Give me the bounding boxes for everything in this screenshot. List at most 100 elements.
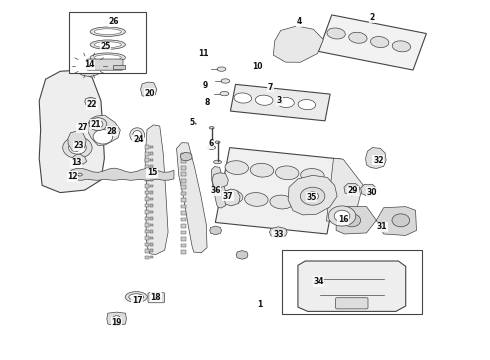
- Circle shape: [69, 141, 86, 154]
- Bar: [181, 244, 186, 247]
- Polygon shape: [230, 84, 330, 121]
- Bar: [150, 211, 153, 213]
- Text: 6: 6: [208, 139, 213, 148]
- Ellipse shape: [130, 128, 145, 142]
- Bar: [145, 249, 149, 253]
- Bar: [181, 224, 186, 228]
- Polygon shape: [39, 70, 104, 193]
- Text: 14: 14: [84, 60, 95, 69]
- Bar: [181, 185, 186, 189]
- Bar: [145, 230, 149, 233]
- Text: 19: 19: [111, 318, 122, 327]
- Polygon shape: [180, 152, 192, 161]
- Ellipse shape: [295, 198, 319, 212]
- Circle shape: [300, 187, 325, 205]
- Ellipse shape: [125, 292, 147, 302]
- Bar: [150, 224, 153, 226]
- Bar: [181, 179, 186, 183]
- Circle shape: [392, 214, 410, 227]
- Bar: [145, 145, 149, 149]
- Circle shape: [93, 121, 103, 128]
- Ellipse shape: [245, 193, 268, 206]
- Bar: [145, 256, 149, 259]
- Bar: [181, 159, 186, 163]
- Bar: [150, 217, 153, 220]
- Bar: [150, 230, 153, 233]
- Polygon shape: [72, 154, 87, 164]
- Polygon shape: [176, 143, 207, 253]
- Ellipse shape: [225, 161, 248, 175]
- Ellipse shape: [277, 97, 294, 108]
- Text: 18: 18: [150, 292, 161, 302]
- Ellipse shape: [298, 100, 316, 110]
- Text: 3: 3: [277, 96, 282, 105]
- Bar: [181, 231, 186, 234]
- Bar: [150, 159, 153, 161]
- Polygon shape: [141, 82, 157, 97]
- Text: 23: 23: [73, 141, 84, 150]
- Ellipse shape: [94, 29, 121, 35]
- Circle shape: [334, 210, 350, 222]
- Bar: [150, 178, 153, 181]
- FancyBboxPatch shape: [336, 298, 368, 309]
- Bar: [181, 166, 186, 170]
- Bar: [145, 165, 149, 168]
- Text: 29: 29: [347, 186, 358, 195]
- Polygon shape: [71, 168, 174, 180]
- Polygon shape: [270, 227, 287, 238]
- Ellipse shape: [275, 166, 299, 180]
- Text: 20: 20: [144, 89, 155, 98]
- Text: 22: 22: [87, 100, 98, 109]
- Bar: [181, 153, 186, 157]
- Ellipse shape: [250, 163, 274, 177]
- Polygon shape: [318, 15, 426, 70]
- Circle shape: [93, 130, 113, 144]
- Bar: [150, 165, 153, 168]
- Bar: [181, 211, 186, 215]
- FancyBboxPatch shape: [148, 293, 165, 303]
- Bar: [181, 250, 186, 254]
- Text: 25: 25: [100, 42, 111, 51]
- Ellipse shape: [220, 91, 229, 96]
- Ellipse shape: [392, 41, 411, 52]
- Bar: [145, 197, 149, 201]
- Ellipse shape: [255, 95, 273, 105]
- Circle shape: [328, 206, 356, 226]
- Text: 15: 15: [147, 168, 157, 177]
- Polygon shape: [344, 184, 360, 196]
- Ellipse shape: [234, 93, 251, 103]
- Text: 34: 34: [313, 277, 324, 286]
- Text: 8: 8: [204, 98, 209, 107]
- Text: 33: 33: [273, 230, 284, 239]
- Bar: [181, 205, 186, 208]
- Bar: [181, 237, 186, 241]
- Text: 36: 36: [210, 186, 221, 195]
- Text: 9: 9: [202, 81, 207, 90]
- Ellipse shape: [129, 294, 144, 300]
- Polygon shape: [273, 26, 323, 62]
- Text: 13: 13: [71, 158, 81, 167]
- Bar: [150, 249, 153, 252]
- Bar: [181, 172, 186, 176]
- Bar: [150, 256, 153, 258]
- Polygon shape: [85, 97, 97, 106]
- Ellipse shape: [94, 55, 121, 60]
- Bar: [150, 243, 153, 246]
- Text: 16: 16: [338, 215, 348, 224]
- Polygon shape: [145, 125, 168, 255]
- Bar: [282, 250, 422, 314]
- Polygon shape: [216, 148, 341, 234]
- Text: 5: 5: [190, 118, 195, 127]
- Circle shape: [80, 59, 98, 72]
- Ellipse shape: [90, 40, 125, 49]
- Circle shape: [74, 55, 104, 76]
- Bar: [150, 172, 153, 174]
- Polygon shape: [107, 312, 126, 326]
- Circle shape: [343, 214, 361, 227]
- Circle shape: [307, 192, 318, 201]
- Bar: [181, 218, 186, 221]
- Polygon shape: [224, 189, 240, 206]
- Bar: [145, 204, 149, 207]
- Text: 32: 32: [373, 156, 384, 165]
- Text: 10: 10: [252, 62, 263, 71]
